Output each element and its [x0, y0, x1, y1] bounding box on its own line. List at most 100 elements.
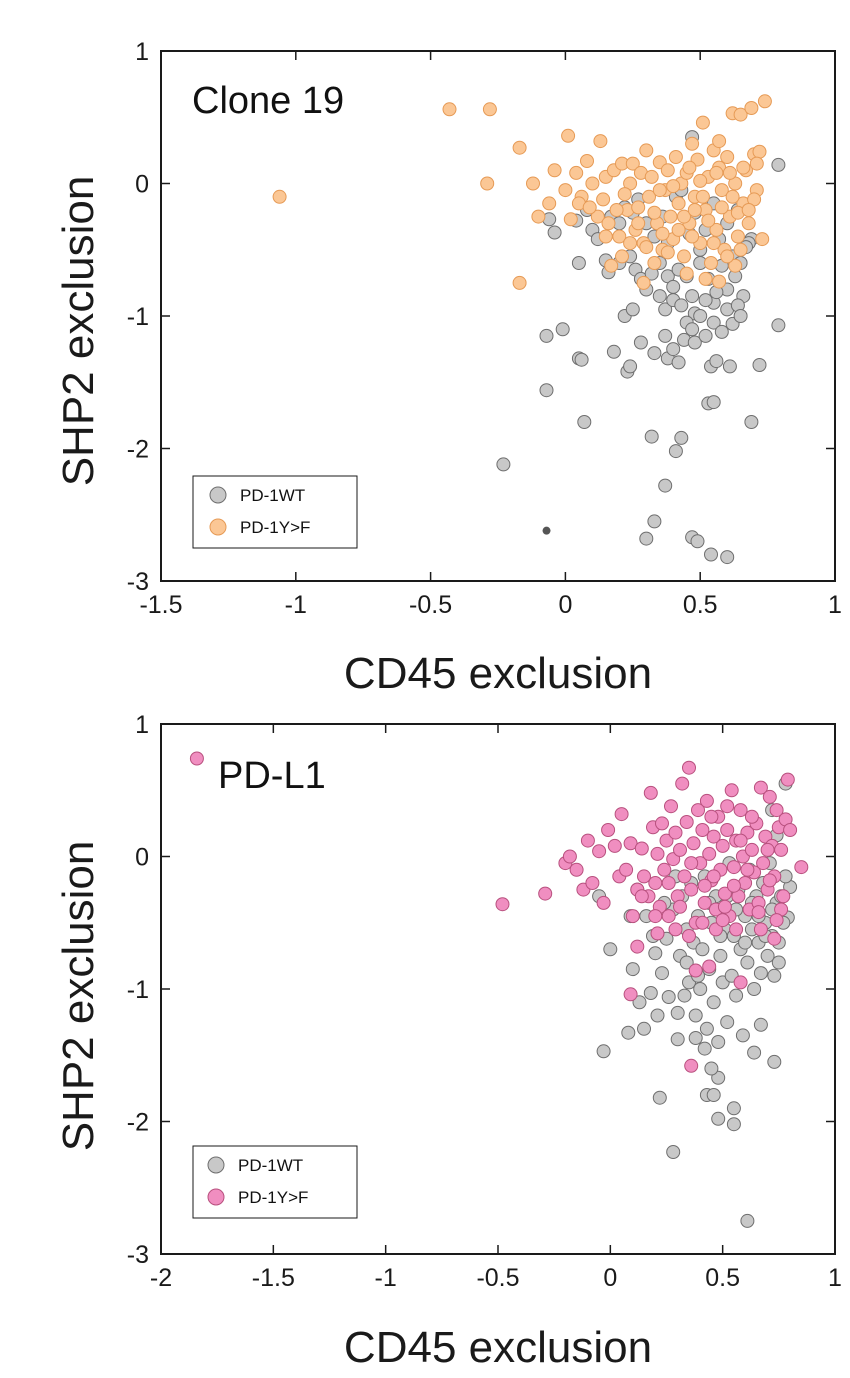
- point-pd-1yf: [725, 189, 740, 204]
- point-pd-1yf: [272, 189, 287, 204]
- point-pd-1yf: [663, 209, 678, 224]
- point-pd-1yf: [609, 203, 624, 217]
- point-pd-1yf: [693, 173, 708, 188]
- point-pd-1yf: [623, 987, 638, 1002]
- point-pd-1yf: [720, 799, 735, 814]
- point-pd-1yf: [623, 836, 638, 851]
- legend-marker-yf: [209, 518, 227, 536]
- point-pd-1yf: [495, 897, 510, 912]
- point-marker-dark: [542, 526, 551, 535]
- point-pd-1yf: [598, 229, 613, 244]
- legend-label-wt: PD-1WT: [240, 486, 305, 505]
- point-pd-1yf: [512, 275, 527, 290]
- point-pd-1yf: [704, 809, 719, 824]
- point-pd-1yf: [688, 963, 703, 978]
- point-pd-1yf: [647, 205, 662, 220]
- y-axis-title: SHP2 exclusion: [54, 176, 103, 487]
- point-pd-1wt: [648, 946, 663, 961]
- point-pd-1wt: [753, 1017, 768, 1032]
- point-pd-1yf: [744, 842, 759, 857]
- point-pd-1yf: [751, 905, 766, 920]
- point-pd-1yf: [643, 785, 658, 800]
- point-pd-1yf: [639, 240, 654, 255]
- point-pd-1yf: [684, 1058, 699, 1073]
- point-pd-1wt: [496, 457, 511, 472]
- point-pd-1wt: [699, 1021, 714, 1036]
- point-pd-1yf: [736, 160, 751, 175]
- point-pd-1wt: [633, 335, 648, 350]
- point-pd-1yf: [615, 249, 629, 264]
- point-pd-1wt: [677, 988, 692, 1003]
- point-pd-1yf: [644, 169, 659, 184]
- point-pd-1wt: [643, 986, 658, 1000]
- axis-ticks: -2 -1.5 -1 -0.5 0 0.5 1-3-2-101: [127, 711, 842, 1292]
- point-pd-1yf: [709, 222, 724, 237]
- point-pd-1yf: [756, 856, 771, 871]
- point-pd-1yf: [695, 915, 710, 930]
- point-pd-1yf: [604, 258, 619, 273]
- point-pd-1wt: [596, 1044, 611, 1059]
- point-pd-1yf: [601, 823, 616, 837]
- point-pd-1yf: [714, 200, 729, 215]
- point-pd-1yf: [682, 929, 696, 943]
- point-pd-1wt: [639, 531, 654, 546]
- point-pd-1yf: [687, 203, 702, 217]
- point-pd-1yf: [729, 922, 744, 937]
- point-pd-1wt: [647, 346, 662, 361]
- point-pd-1yf: [728, 258, 743, 273]
- point-pd-1wt: [706, 395, 721, 410]
- point-pd-1yf: [704, 256, 718, 270]
- point-pd-1yf: [580, 833, 595, 848]
- point-pd-1wt: [652, 289, 667, 304]
- point-pd-1yf: [538, 886, 553, 901]
- x-tick-label: -1: [285, 591, 307, 619]
- point-pd-1yf: [671, 222, 686, 237]
- point-pd-1yf: [655, 816, 669, 831]
- point-pd-1yf: [547, 163, 562, 178]
- legend-marker-wt: [209, 486, 227, 504]
- y-tick-label: 1: [135, 38, 149, 66]
- point-pd-1yf: [733, 833, 748, 848]
- point-pd-1yf: [482, 102, 497, 117]
- point-pd-1wt: [679, 955, 694, 970]
- point-pd-1wt: [574, 352, 589, 367]
- point-pd-1wt: [738, 935, 753, 950]
- point-pd-1yf: [726, 860, 741, 875]
- point-pd-1yf: [685, 229, 700, 244]
- point-pd-1wt: [685, 322, 700, 337]
- point-pd-1yf: [702, 846, 717, 861]
- point-pd-1yf: [695, 189, 710, 204]
- point-pd-1yf: [783, 823, 798, 837]
- point-pd-1wt: [709, 354, 724, 369]
- point-pd-1yf: [733, 803, 748, 818]
- point-pd-1wt: [690, 534, 705, 549]
- point-pd-1yf: [639, 143, 654, 158]
- point-pd-1yf: [625, 909, 640, 924]
- point-pd-1wt: [606, 344, 621, 359]
- point-pd-1wt: [693, 309, 708, 323]
- point-pd-1yf: [634, 889, 649, 904]
- point-pd-1yf: [619, 862, 634, 877]
- point-pd-1yf: [630, 939, 645, 954]
- point-pd-1wt: [674, 430, 689, 445]
- y-tick-label: -3: [127, 568, 149, 596]
- point-pd-1wt: [735, 1028, 750, 1043]
- point-pd-1yf: [648, 876, 663, 890]
- point-pd-1yf: [677, 209, 691, 224]
- point-pd-1yf: [685, 136, 700, 151]
- point-pd-1yf: [590, 209, 605, 224]
- y-tick-label: -2: [127, 436, 149, 464]
- point-pd-1yf: [706, 829, 721, 844]
- panel-title: Clone 19: [192, 80, 344, 122]
- point-pd-1yf: [762, 789, 777, 804]
- point-pd-1yf: [480, 176, 495, 191]
- point-pd-1yf: [706, 236, 721, 251]
- point-pd-1yf: [741, 203, 756, 217]
- point-pd-1yf: [679, 266, 694, 281]
- x-axis-title: CD45 exclusion: [344, 649, 652, 698]
- point-pd-1wt: [747, 982, 762, 996]
- x-tick-label: -0.5: [476, 1264, 519, 1292]
- point-pd-1wt: [714, 324, 729, 339]
- point-pd-1yf: [596, 192, 611, 207]
